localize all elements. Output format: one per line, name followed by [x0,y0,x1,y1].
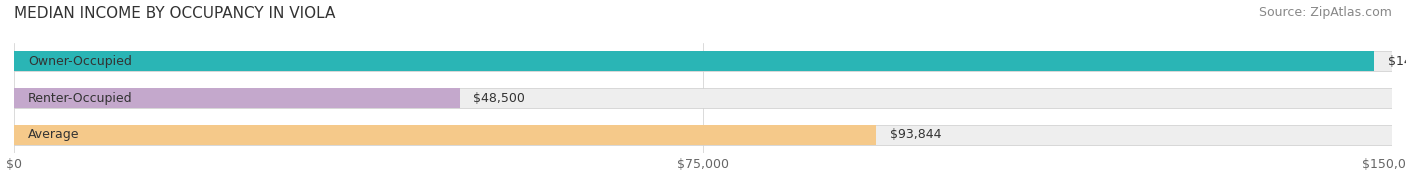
Text: MEDIAN INCOME BY OCCUPANCY IN VIOLA: MEDIAN INCOME BY OCCUPANCY IN VIOLA [14,6,336,21]
Text: Average: Average [28,128,79,141]
Text: Owner-Occupied: Owner-Occupied [28,55,132,68]
Text: Renter-Occupied: Renter-Occupied [28,92,132,104]
Text: Source: ZipAtlas.com: Source: ZipAtlas.com [1258,6,1392,19]
Bar [14,51,1375,72]
Bar [14,51,1392,72]
Text: $93,844: $93,844 [890,128,942,141]
Text: $48,500: $48,500 [474,92,526,104]
Bar [14,88,1392,108]
Bar [14,124,876,145]
Bar [14,124,1392,145]
Text: $148,090: $148,090 [1388,55,1406,68]
Bar [14,88,460,108]
